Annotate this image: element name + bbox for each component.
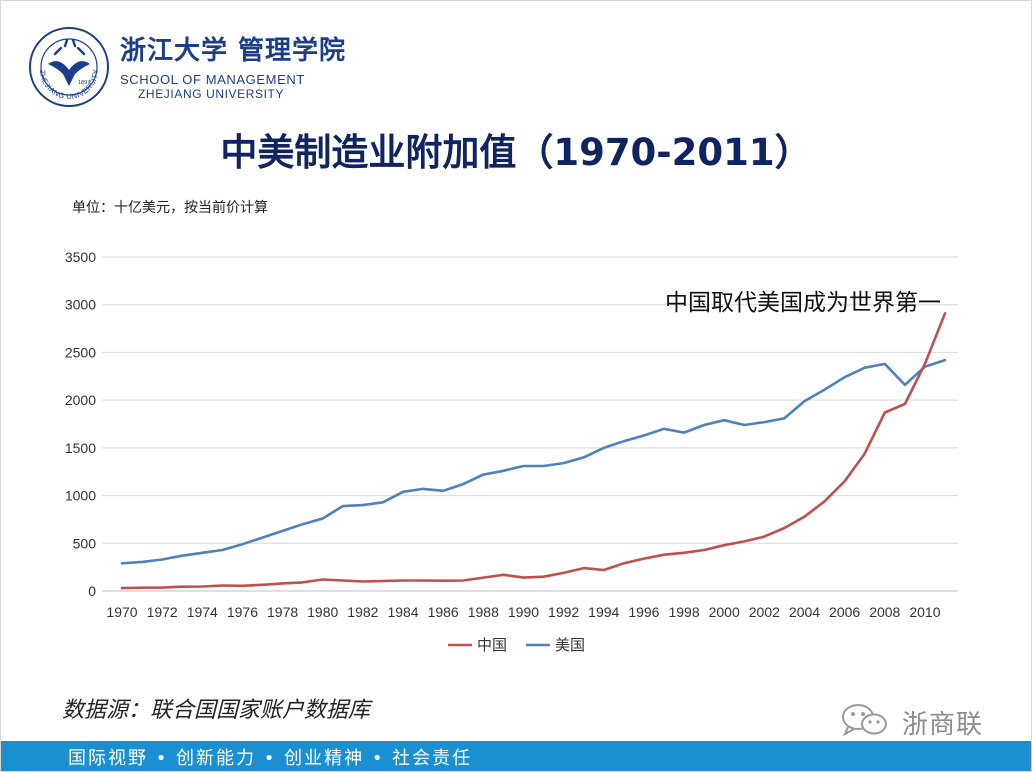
footer-slogan: 国际视野 • 创新能力 • 创业精神 • 社会责任	[68, 748, 473, 769]
brand-name-en-line2: ZHEJIANG UNIVERSITY	[138, 87, 285, 101]
data-source-note: 数据源：联合国国家账户数据库	[62, 698, 371, 723]
unit-note: 单位：十亿美元，按当前价计算	[72, 200, 268, 216]
x-tick-label: 1986	[428, 604, 459, 620]
y-tick-label: 2500	[65, 344, 96, 360]
y-axis-ticks: 0 500 1000 1500 2000 2500 3000 3500	[65, 249, 96, 599]
chart-title: 中美制造业附加值（1970-2011）	[220, 131, 812, 174]
x-tick-label: 1982	[347, 604, 378, 620]
x-tick-label: 1990	[508, 604, 539, 620]
y-tick-label: 3000	[65, 297, 96, 313]
series-line-usa	[120, 358, 947, 565]
series-lines	[120, 311, 947, 590]
zju-seal-logo: ZHEJIANG UNIVERSITY 1897	[29, 27, 109, 107]
x-tick-label: 1992	[548, 604, 579, 620]
y-tick-label: 2000	[65, 392, 96, 408]
gridlines	[102, 256, 958, 592]
x-tick-label: 1998	[668, 604, 699, 620]
y-tick-label: 1000	[65, 488, 96, 504]
x-tick-label: 1984	[387, 604, 418, 620]
x-tick-label: 1980	[307, 604, 338, 620]
x-tick-label: 2006	[829, 604, 860, 620]
x-tick-label: 1978	[267, 604, 298, 620]
brand-name-en-line1: SCHOOL OF MANAGEMENT	[120, 72, 305, 87]
x-tick-label: 1974	[187, 604, 218, 620]
footer-bar: 国际视野 • 创新能力 • 创业精神 • 社会责任	[0, 741, 1032, 772]
x-tick-label: 2000	[709, 604, 740, 620]
x-tick-label: 2004	[789, 604, 820, 620]
watermark-text: 浙商联	[902, 710, 984, 740]
y-tick-label: 0	[88, 583, 96, 599]
x-tick-label: 1988	[468, 604, 499, 620]
seal-year: 1897	[78, 80, 90, 86]
x-tick-label: 1972	[147, 604, 178, 620]
x-tick-label: 1970	[106, 604, 137, 620]
legend: 中国 美国	[448, 636, 585, 654]
series-line-china	[120, 311, 947, 590]
x-tick-label: 2010	[909, 604, 940, 620]
x-tick-label: 2008	[869, 604, 900, 620]
annotation-label: 中国取代美国成为世界第一	[665, 290, 941, 316]
x-axis-ticks: 1970 1972 1974 1976 1978 1980 1982 1984 1986 1988…	[106, 604, 940, 620]
wechat-icon	[842, 704, 887, 737]
x-tick-label: 1976	[227, 604, 258, 620]
x-tick-label: 1994	[588, 604, 619, 620]
y-tick-label: 500	[73, 535, 97, 551]
x-tick-label: 2002	[749, 604, 780, 620]
y-tick-label: 3500	[65, 249, 96, 265]
legend-label: 美国	[555, 636, 585, 654]
legend-label: 中国	[477, 636, 507, 654]
y-tick-label: 1500	[65, 440, 96, 456]
brand-name-cn: 浙江大学 管理学院	[120, 36, 347, 66]
x-tick-label: 1996	[628, 604, 659, 620]
